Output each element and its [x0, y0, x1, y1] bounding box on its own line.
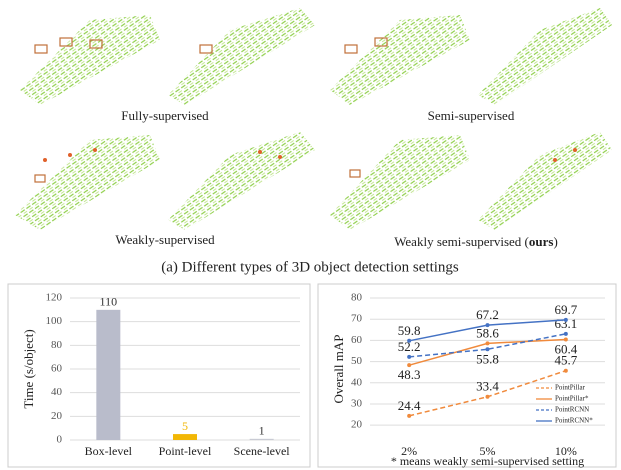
x-tick-label: Scene-level — [234, 444, 291, 458]
y-tick-label: 60 — [351, 334, 363, 346]
y-tick-label: 50 — [351, 355, 363, 367]
setting-label: Semi-supervised — [428, 108, 515, 123]
point-cloud — [330, 15, 470, 105]
point — [564, 369, 568, 373]
y-tick-label: 30 — [351, 398, 363, 410]
point — [407, 339, 411, 343]
y-tick-label: 100 — [46, 315, 63, 327]
point — [486, 395, 490, 399]
value-label: 55.8 — [476, 351, 499, 366]
legend-label: PointRCNN — [555, 406, 589, 414]
value-label: 48.3 — [398, 367, 421, 382]
y-tick-label: 70 — [351, 313, 363, 325]
point — [564, 318, 568, 322]
setting-label: Weakly semi-supervised (ours) — [394, 234, 558, 249]
note: * means weakly semi-supervised setting — [391, 454, 584, 468]
point-cloud — [20, 15, 160, 105]
legend-label: PointPillar — [555, 384, 586, 392]
value-label: 110 — [100, 295, 118, 309]
y-tick-label: 40 — [51, 386, 63, 398]
value-label: 67.2 — [476, 307, 499, 322]
value-label: 58.6 — [476, 325, 499, 340]
point — [486, 341, 490, 345]
value-label: 60.4 — [554, 342, 577, 357]
y-axis-label: Time (s/object) — [21, 329, 36, 408]
point-cloud — [168, 8, 315, 105]
legend-label: PointPillar* — [555, 395, 589, 403]
x-tick-label: Point-level — [159, 444, 212, 458]
label-text: ) — [553, 234, 557, 249]
bar — [173, 434, 197, 440]
legend-label: PointRCNN* — [555, 417, 593, 425]
y-axis-label: Overall mAP — [331, 335, 346, 404]
point-cloud — [478, 8, 612, 105]
setting-label: Weakly-supervised — [115, 232, 215, 247]
y-tick-label: 20 — [51, 410, 63, 422]
y-tick-label: 0 — [57, 434, 63, 446]
y-tick-label: 120 — [46, 292, 63, 304]
bar — [250, 439, 274, 440]
value-label: 69.7 — [554, 302, 577, 317]
y-tick-label: 80 — [51, 339, 63, 351]
y-tick-label: 40 — [351, 376, 363, 388]
y-tick-label: 20 — [351, 419, 363, 431]
point-cloud — [478, 132, 612, 230]
value-label: 59.8 — [398, 323, 421, 338]
point-cloud — [168, 132, 315, 230]
point-cloud — [330, 135, 470, 230]
point-cloud-panels — [15, 8, 612, 230]
caption: (a) Different types of 3D object detecti… — [161, 259, 459, 275]
setting-label: Fully-supervised — [121, 108, 209, 123]
value-label: 33.4 — [476, 379, 499, 394]
value-label: 5 — [182, 419, 188, 433]
bar — [96, 310, 120, 440]
point — [486, 323, 490, 327]
value-label: 24.4 — [398, 398, 421, 413]
label-emphasis: ours — [529, 234, 554, 249]
y-tick-label: 60 — [51, 363, 63, 375]
figure: Fully-supervised Semi-supervised Weakly-… — [0, 0, 621, 470]
y-tick-label: 80 — [351, 292, 363, 304]
point — [564, 332, 568, 336]
label-text: Weakly semi-supervised ( — [394, 234, 529, 249]
point — [407, 414, 411, 418]
value-label: 1 — [259, 424, 265, 438]
x-tick-label: Box-level — [85, 444, 133, 458]
point — [407, 355, 411, 359]
